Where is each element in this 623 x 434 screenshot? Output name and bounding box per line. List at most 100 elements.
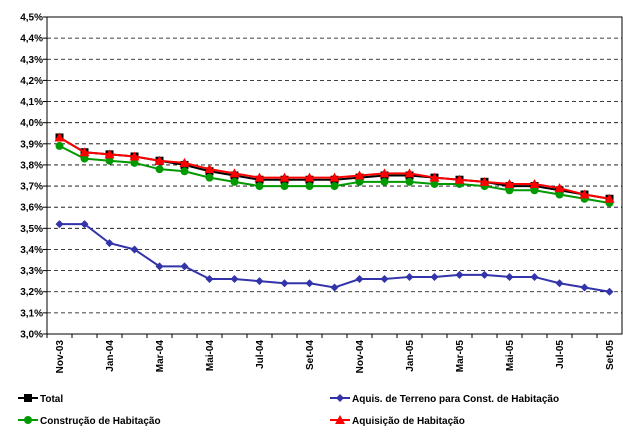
- data-point: [55, 141, 64, 150]
- data-point: [305, 279, 314, 288]
- data-point: [80, 220, 89, 229]
- y-tick-label: 3,6%: [20, 203, 43, 214]
- series-line: [59, 223, 610, 293]
- x-tick-label: Jul-05: [555, 340, 566, 369]
- data-point: [279, 172, 290, 182]
- data-point: [504, 178, 515, 188]
- data-point: [229, 168, 240, 178]
- data-point: [180, 262, 189, 271]
- y-tick-label: 3,7%: [20, 182, 43, 193]
- data-point: [555, 190, 564, 199]
- y-tick-label: 4,5%: [20, 13, 43, 24]
- legend-marker: [24, 394, 32, 402]
- y-tick-label: 3,1%: [20, 308, 43, 319]
- legend-marker: [24, 416, 32, 424]
- data-point: [604, 193, 615, 203]
- data-point: [354, 170, 365, 180]
- data-point: [205, 275, 214, 284]
- data-point: [380, 177, 389, 186]
- y-tick-label: 3,5%: [20, 224, 43, 235]
- data-point: [479, 176, 490, 186]
- y-tick-label: 4,4%: [20, 34, 43, 45]
- data-point: [505, 272, 514, 281]
- data-point: [104, 149, 115, 159]
- y-tick-label: 4,3%: [20, 55, 43, 66]
- data-point: [230, 177, 239, 186]
- data-point: [255, 277, 264, 286]
- x-tick-label: Mar-05: [455, 340, 466, 373]
- data-point: [230, 275, 239, 284]
- data-point: [429, 172, 440, 182]
- x-tick-label: Nov-04: [355, 340, 366, 374]
- data-point: [430, 272, 439, 281]
- data-point: [330, 182, 339, 191]
- data-point: [155, 165, 164, 174]
- data-point: [305, 182, 314, 191]
- y-tick-label: 3,3%: [20, 266, 43, 277]
- data-point: [330, 283, 339, 292]
- data-point: [455, 270, 464, 279]
- plot-frame: [46, 16, 623, 335]
- legend-label: Total: [40, 394, 63, 405]
- data-point: [480, 270, 489, 279]
- data-point: [355, 275, 364, 284]
- x-tick-label: Mai-05: [505, 340, 516, 372]
- data-point: [380, 275, 389, 284]
- data-point: [204, 164, 215, 174]
- data-point: [254, 172, 265, 182]
- data-point: [130, 158, 139, 167]
- data-point: [130, 245, 139, 254]
- data-point: [155, 262, 164, 271]
- x-tick-label: Mar-04: [155, 340, 166, 373]
- data-point: [129, 151, 140, 161]
- data-point: [454, 174, 465, 184]
- data-point: [505, 186, 514, 195]
- data-point: [329, 172, 340, 182]
- data-point: [280, 279, 289, 288]
- data-point: [530, 272, 539, 281]
- data-point: [404, 168, 415, 178]
- legend-label: Aquis. de Terreno para Const. de Habitaç…: [352, 394, 559, 405]
- data-point: [255, 182, 264, 191]
- y-tick-label: 3,9%: [20, 139, 43, 150]
- y-tick-label: 3,0%: [20, 330, 43, 341]
- y-tick-label: 4,0%: [20, 118, 43, 129]
- data-point: [579, 189, 590, 199]
- data-point: [379, 168, 390, 178]
- data-point: [55, 220, 64, 229]
- x-tick-label: Jan-05: [405, 340, 416, 372]
- y-tick-label: 4,2%: [20, 76, 43, 87]
- data-point: [79, 147, 90, 157]
- x-tick-label: Jan-04: [105, 340, 116, 372]
- data-point: [304, 172, 315, 182]
- legend-marker: [335, 415, 345, 424]
- data-point: [105, 239, 114, 248]
- data-point: [405, 272, 414, 281]
- legend-label: Aquisição de Habitação: [352, 416, 465, 427]
- data-point: [80, 154, 89, 163]
- data-point: [355, 177, 364, 186]
- data-point: [180, 167, 189, 176]
- y-tick-label: 3,4%: [20, 245, 43, 256]
- y-tick-label: 4,1%: [20, 97, 43, 108]
- legend-marker: [336, 394, 344, 402]
- legend-label: Construção de Habitação: [40, 416, 161, 427]
- y-tick-label: 3,2%: [20, 287, 43, 298]
- data-point: [530, 186, 539, 195]
- y-tick-label: 3,8%: [20, 160, 43, 171]
- x-tick-label: Set-04: [305, 340, 316, 370]
- data-point: [529, 178, 540, 188]
- data-point: [554, 183, 565, 193]
- data-point: [105, 156, 114, 165]
- x-tick-label: Jul-04: [255, 340, 266, 369]
- data-point: [580, 283, 589, 292]
- data-point: [280, 182, 289, 191]
- x-tick-label: Set-05: [605, 340, 616, 370]
- x-tick-label: Mai-04: [205, 340, 216, 372]
- data-point: [205, 173, 214, 182]
- data-point: [555, 279, 564, 288]
- data-point: [605, 287, 614, 296]
- data-point: [54, 132, 65, 142]
- data-point: [154, 155, 165, 165]
